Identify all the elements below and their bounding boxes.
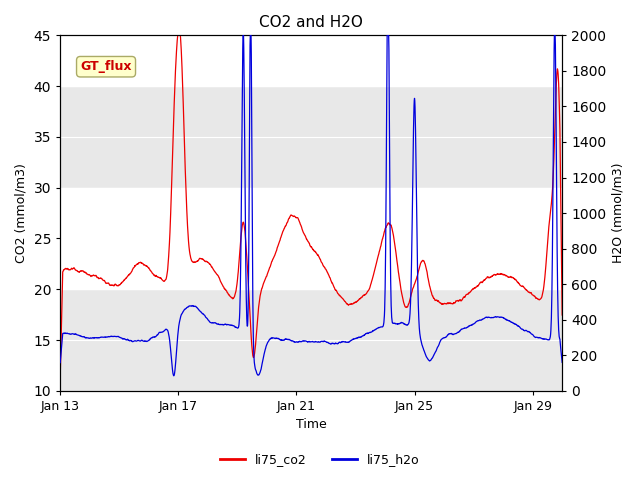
- li75_h2o: [558, 360, 566, 365]
- Title: CO2 and H2O: CO2 and H2O: [259, 15, 363, 30]
- li75_co2: [544, 240, 552, 246]
- li75_h2o: [452, 331, 460, 336]
- Line: li75_h2o: li75_h2o: [60, 36, 562, 376]
- X-axis label: Time: Time: [296, 419, 326, 432]
- li75_co2: [301, 232, 308, 238]
- Legend: li75_co2, li75_h2o: li75_co2, li75_h2o: [215, 448, 425, 471]
- Bar: [60, 36, 562, 86]
- li75_h2o: [170, 373, 177, 379]
- li75_co2: [544, 237, 552, 242]
- Line: li75_co2: li75_co2: [60, 36, 562, 378]
- li75_h2o: [301, 338, 308, 344]
- li75_co2: [56, 375, 64, 381]
- li75_h2o: [287, 338, 295, 344]
- li75_h2o: [544, 337, 552, 343]
- Y-axis label: CO2 (mmol/m3): CO2 (mmol/m3): [15, 163, 28, 263]
- Text: GT_flux: GT_flux: [80, 60, 132, 73]
- li75_co2: [452, 299, 460, 304]
- li75_co2: [82, 270, 90, 276]
- li75_co2: [287, 212, 295, 218]
- Y-axis label: H2O (mmol/m3): H2O (mmol/m3): [612, 163, 625, 264]
- li75_h2o: [544, 337, 552, 343]
- li75_co2: [174, 33, 182, 38]
- li75_h2o: [56, 360, 64, 365]
- Bar: [60, 188, 562, 289]
- li75_h2o: [82, 335, 90, 341]
- li75_co2: [558, 312, 566, 318]
- li75_h2o: [239, 33, 247, 38]
